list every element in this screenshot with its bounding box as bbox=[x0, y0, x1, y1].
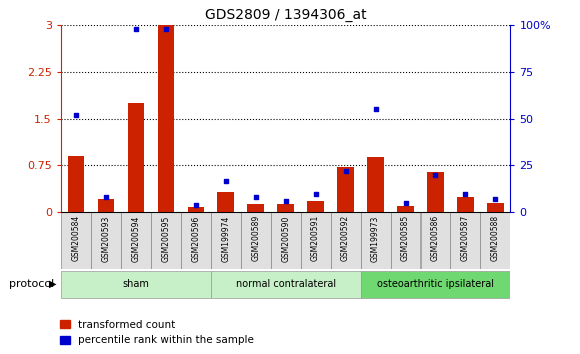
Text: GSM200594: GSM200594 bbox=[131, 215, 140, 262]
Point bbox=[431, 172, 440, 178]
Point bbox=[281, 198, 290, 204]
Bar bbox=[338, 167, 354, 212]
Title: GDS2809 / 1394306_at: GDS2809 / 1394306_at bbox=[205, 8, 367, 22]
Point bbox=[191, 202, 201, 208]
Bar bbox=[91, 212, 121, 269]
Text: GSM200590: GSM200590 bbox=[281, 215, 290, 262]
Text: ▶: ▶ bbox=[49, 279, 57, 289]
Text: GSM200587: GSM200587 bbox=[461, 215, 470, 262]
Text: GSM200592: GSM200592 bbox=[341, 215, 350, 262]
Bar bbox=[158, 25, 174, 212]
Bar bbox=[271, 212, 300, 269]
Bar bbox=[487, 203, 503, 212]
Point bbox=[131, 26, 140, 32]
Text: GSM200596: GSM200596 bbox=[191, 215, 200, 262]
Bar bbox=[61, 212, 91, 269]
Bar bbox=[390, 212, 420, 269]
Bar bbox=[61, 270, 211, 298]
Bar bbox=[248, 204, 264, 212]
Point bbox=[371, 106, 380, 112]
Bar bbox=[367, 158, 384, 212]
Point bbox=[461, 191, 470, 196]
Bar bbox=[457, 197, 474, 212]
Text: GSM199973: GSM199973 bbox=[371, 215, 380, 262]
Bar bbox=[480, 212, 510, 269]
Point bbox=[161, 26, 171, 32]
Bar bbox=[277, 204, 294, 212]
Point bbox=[341, 168, 350, 174]
Bar bbox=[97, 199, 114, 212]
Text: GSM200589: GSM200589 bbox=[251, 215, 260, 262]
Bar bbox=[420, 212, 451, 269]
Bar bbox=[361, 270, 510, 298]
Point bbox=[401, 200, 410, 206]
Text: GSM200585: GSM200585 bbox=[401, 215, 410, 262]
Bar bbox=[331, 212, 361, 269]
Bar bbox=[211, 270, 361, 298]
Bar bbox=[128, 103, 144, 212]
Text: GSM200593: GSM200593 bbox=[102, 215, 110, 262]
Point bbox=[71, 112, 81, 118]
Point bbox=[251, 195, 260, 200]
Legend: transformed count, percentile rank within the sample: transformed count, percentile rank withi… bbox=[60, 320, 254, 345]
Text: sham: sham bbox=[122, 279, 149, 289]
Bar bbox=[218, 192, 234, 212]
Bar bbox=[121, 212, 151, 269]
Point bbox=[311, 191, 320, 196]
Text: osteoarthritic ipsilateral: osteoarthritic ipsilateral bbox=[377, 279, 494, 289]
Bar bbox=[397, 206, 414, 212]
Text: normal contralateral: normal contralateral bbox=[235, 279, 336, 289]
Point bbox=[101, 195, 110, 200]
Bar bbox=[241, 212, 271, 269]
Point bbox=[221, 178, 230, 183]
Point bbox=[491, 196, 500, 202]
Bar bbox=[300, 212, 331, 269]
Bar bbox=[68, 156, 84, 212]
Text: GSM199974: GSM199974 bbox=[221, 215, 230, 262]
Text: GSM200584: GSM200584 bbox=[71, 215, 81, 262]
Text: GSM200588: GSM200588 bbox=[491, 215, 500, 261]
Bar bbox=[361, 212, 390, 269]
Bar bbox=[307, 201, 324, 212]
Bar bbox=[211, 212, 241, 269]
Bar bbox=[187, 207, 204, 212]
Bar bbox=[181, 212, 211, 269]
Text: protocol: protocol bbox=[9, 279, 54, 289]
Text: GSM200586: GSM200586 bbox=[431, 215, 440, 262]
Text: GSM200591: GSM200591 bbox=[311, 215, 320, 262]
Bar bbox=[451, 212, 480, 269]
Bar bbox=[427, 172, 444, 212]
Text: GSM200595: GSM200595 bbox=[161, 215, 171, 262]
Bar bbox=[151, 212, 181, 269]
